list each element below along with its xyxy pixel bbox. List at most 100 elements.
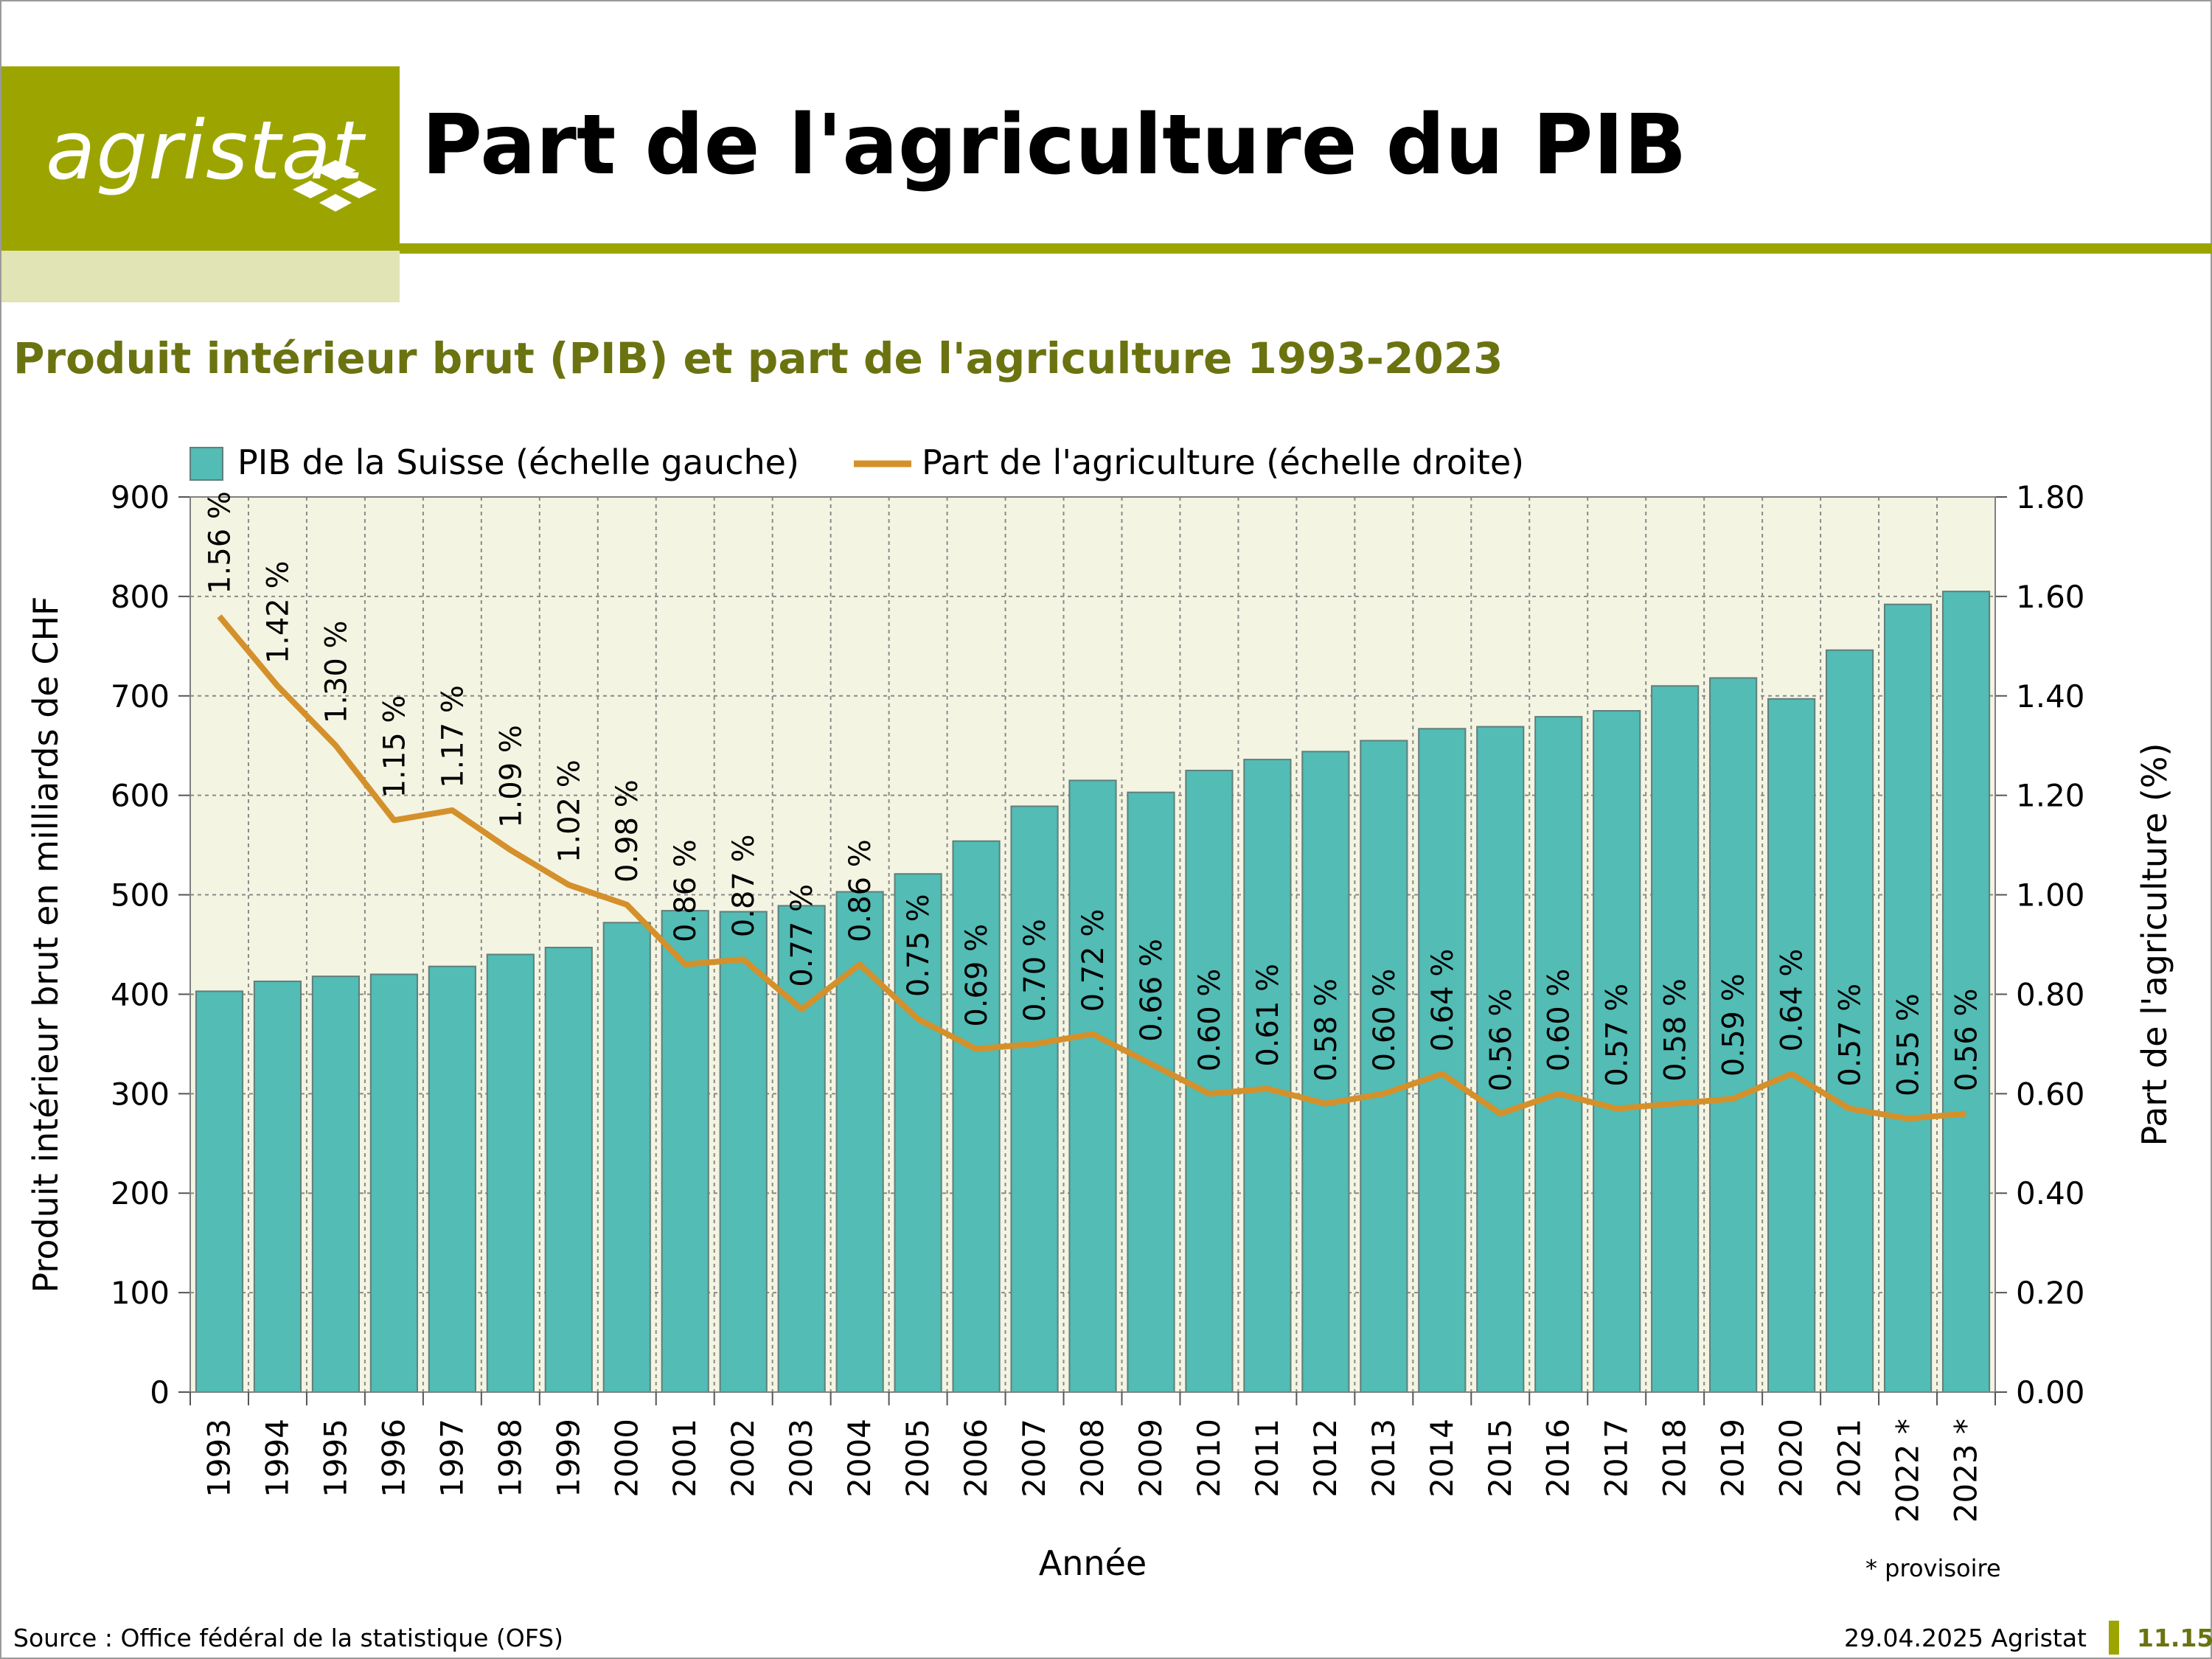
y-tick-label: 500	[111, 877, 170, 914]
data-label: 1.09 %	[494, 725, 528, 828]
data-label: 0.56 %	[1484, 989, 1518, 1092]
data-label: 0.86 %	[844, 839, 877, 942]
data-label: 0.60 %	[1368, 969, 1402, 1072]
bar-gdp-2002	[719, 911, 768, 1393]
x-tick-label: 2006	[958, 1419, 994, 1498]
data-label: 0.64 %	[1426, 949, 1460, 1052]
x-tick-label: 2018	[1657, 1419, 1693, 1498]
x-tick-label: 2000	[608, 1419, 644, 1498]
bar-gdp-1997	[428, 965, 476, 1393]
legend-label-gdp: PIB de la Suisse (échelle gauche)	[237, 442, 799, 482]
header-rule	[400, 243, 2212, 254]
y-tick-label: 400	[111, 976, 170, 1012]
data-label: 0.61 %	[1251, 964, 1285, 1067]
data-label: 1.56 %	[203, 491, 237, 594]
x-tick-label: 2011	[1249, 1419, 1285, 1498]
data-label: 0.70 %	[1018, 919, 1052, 1022]
y-axis-title: Produit intérieur brut en milliards de C…	[26, 596, 66, 1293]
x-tick-label: 2023 *	[1948, 1419, 1984, 1523]
y2-tick-label: 0.20	[2016, 1275, 2085, 1311]
y-tick-label: 600	[111, 778, 170, 814]
footer-source: Source : Office fédéral de la statistiqu…	[13, 1624, 563, 1652]
x-tick-label: 2012	[1307, 1419, 1343, 1498]
chart-title: Produit intérieur brut (PIB) et part de …	[13, 333, 1503, 383]
x-tick-label: 1995	[317, 1419, 353, 1498]
data-label: 0.72 %	[1077, 909, 1110, 1012]
data-label: 0.77 %	[785, 884, 819, 987]
gdp-agriculture-chart: 0 100 200 300 400 500 600 700 800 900 0.00 0.20 0.40…	[26, 442, 2174, 1583]
x-tick-label: 1994	[259, 1419, 295, 1498]
x-tick-label: 2010	[1191, 1419, 1227, 1498]
bar-gdp-2021	[1825, 649, 1874, 1393]
y2-tick-label: 1.80	[2016, 479, 2085, 515]
x-tick-label: 2020	[1773, 1419, 1809, 1498]
bar-gdp-2003	[777, 905, 826, 1393]
y2-tick-label: 1.40	[2016, 678, 2085, 714]
x-tick-label: 2016	[1540, 1419, 1576, 1498]
data-label: 0.58 %	[1659, 978, 1693, 1082]
y-tick-label: 100	[111, 1275, 170, 1311]
footer-page-number: 11.15	[2137, 1624, 2212, 1652]
bar-gdp-2017	[1593, 710, 1641, 1393]
bar-gdp-1999	[544, 947, 593, 1393]
data-label: 0.60 %	[1543, 969, 1576, 1072]
data-label: 0.60 %	[1193, 969, 1227, 1072]
x-tick-label: 2007	[1016, 1419, 1052, 1498]
bar-gdp-2020	[1767, 698, 1816, 1393]
y2-tick-label: 1.00	[2016, 877, 2085, 914]
x-tick-label: 2002	[725, 1419, 761, 1498]
x-tick-label: 2004	[841, 1419, 877, 1498]
data-label: 1.15 %	[378, 695, 411, 799]
x-tick-label: 2015	[1482, 1419, 1518, 1498]
bar-gdp-1993	[195, 990, 244, 1394]
y-tick-label: 300	[111, 1076, 170, 1112]
bar-gdp-2013	[1360, 740, 1408, 1393]
bar-gdp-1995	[311, 975, 361, 1393]
page-title: Part de l'agriculture du PIB	[422, 97, 1687, 193]
x-axis-title: Année	[1039, 1543, 1147, 1583]
x-tick-label: 2009	[1133, 1419, 1169, 1498]
y-tick-label: 200	[111, 1175, 170, 1211]
y2-tick-label: 1.20	[2016, 778, 2085, 814]
y2-tick-label: 0.00	[2016, 1374, 2085, 1411]
data-label: 0.98 %	[611, 779, 644, 883]
legend-swatch-gdp	[189, 447, 223, 481]
data-label: 1.42 %	[261, 560, 295, 664]
data-label: 0.64 %	[1775, 949, 1809, 1052]
x-tick-label: 2017	[1599, 1419, 1635, 1498]
x-tick-label: 1998	[492, 1419, 528, 1498]
data-label: 0.57 %	[1834, 984, 1868, 1087]
line-agri-share	[217, 614, 1966, 1122]
data-label: 0.75 %	[902, 894, 936, 997]
bar-gdp-2015	[1476, 726, 1525, 1393]
bar-gdp-2009	[1127, 791, 1175, 1393]
logo-diamonds-icon	[293, 160, 377, 212]
data-label: 1.17 %	[436, 685, 470, 788]
y2-axis-title: Part de l'agriculture (%)	[2135, 743, 2174, 1147]
bar-gdp-2019	[1709, 677, 1758, 1393]
x-tick-label: 2014	[1424, 1419, 1460, 1498]
x-tick-label: 1996	[375, 1419, 411, 1498]
x-tick-label: 1997	[434, 1419, 470, 1498]
x-tick-label: 2022 *	[1890, 1419, 1926, 1523]
data-label: 0.86 %	[669, 839, 703, 942]
data-label: 0.69 %	[960, 924, 994, 1027]
x-tick-label: 2003	[783, 1419, 819, 1498]
bar-gdp-2007	[1010, 805, 1059, 1393]
y2-tick-label: 0.80	[2016, 976, 2085, 1012]
bar-gdp-2014	[1418, 728, 1467, 1393]
y2-tick-label: 0.40	[2016, 1175, 2085, 1211]
legend-label-line: Part de l'agriculture (échelle droite)	[922, 442, 1524, 482]
bar-gdp-2000	[602, 922, 651, 1393]
x-tick-label: 2013	[1366, 1419, 1402, 1498]
data-label: 0.59 %	[1717, 973, 1751, 1077]
data-label: 0.57 %	[1601, 984, 1635, 1087]
data-label: 0.66 %	[1135, 939, 1169, 1042]
data-label: 0.87 %	[727, 834, 761, 937]
y-tick-label: 900	[111, 479, 170, 515]
data-label: 0.58 %	[1310, 978, 1343, 1082]
bar-gdp-2005	[894, 873, 942, 1393]
footer-date: 29.04.2025 Agristat	[1844, 1624, 2087, 1652]
bar-gdp-2001	[661, 910, 709, 1394]
y2-tick-label: 0.60	[2016, 1076, 2085, 1112]
